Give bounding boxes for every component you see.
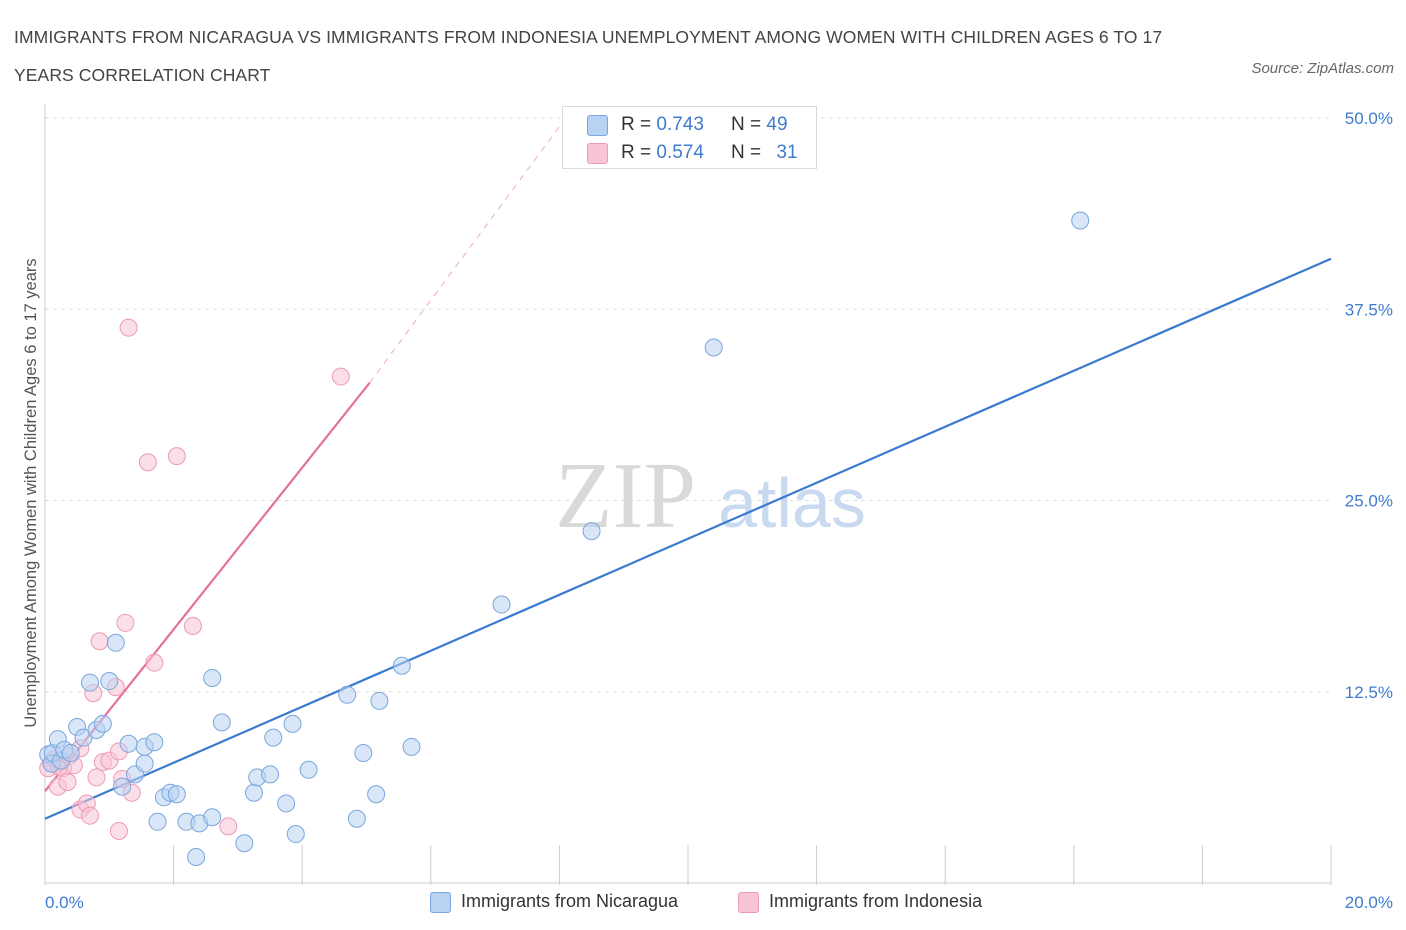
nicaragua-point [347,809,366,828]
nicaragua-point [119,734,138,753]
indonesia-point [167,447,186,466]
nicaragua-point [135,754,154,773]
indonesia-point [219,817,238,836]
indonesia-point [87,768,106,787]
y-tick-label: 50.0% [1345,109,1393,128]
legend-r-value: 0.743 [656,114,704,135]
nicaragua-point [187,847,206,866]
nicaragua-point [1071,211,1090,230]
chart-title: IMMIGRANTS FROM NICARAGUA VS IMMIGRANTS … [14,27,1163,85]
legend-row-indonesia: R = 0.574 N = 31 [563,139,816,167]
data-points [39,211,1090,866]
nicaragua-point [203,668,222,687]
y-tick-label: 12.5% [1345,683,1393,702]
nicaragua-point [264,728,283,747]
indonesia-point [119,318,138,337]
indonesia-point [145,653,164,672]
x-tick-label: 0.0% [45,893,84,912]
nicaragua-point [61,743,80,762]
grid-lines [45,117,1331,693]
watermark-zip: ZIP [555,444,696,548]
nicaragua-swatch [587,115,608,136]
nicaragua-point [392,656,411,675]
nicaragua-point [81,673,100,692]
x-tick-label: 20.0% [1345,893,1393,912]
nicaragua-point [93,714,112,733]
nicaragua-point [113,777,132,796]
legend-r-label: R = [621,142,657,163]
correlation-legend: R = 0.743 N = 49 R = 0.574 N = 31 [562,106,817,169]
nicaragua-point [167,785,186,804]
nicaragua-point [148,812,167,831]
legend-n-label: N = [731,142,767,163]
nicaragua-point [100,672,119,691]
legend-n-value: 49 [766,114,788,135]
nicaragua-point [244,783,263,802]
nicaragua-point [235,834,254,853]
nicaragua-point [582,522,601,541]
nicaragua-legend-swatch [430,892,451,913]
nicaragua-point [261,765,280,784]
axis-labels: 12.5% 25.0% 37.5% 50.0% 0.0% 20.0% Unemploymen… [22,109,1393,912]
watermark: ZIP atlas [555,444,866,548]
y-tick-label: 25.0% [1345,492,1393,511]
indonesia-point [183,616,202,635]
nicaragua-point [402,737,421,756]
legend-n-label: N = [731,114,767,135]
nicaragua-point [145,733,164,752]
indonesia-point [331,367,350,386]
nicaragua-point [367,785,386,804]
source-label: Source: ZipAtlas.com [1251,60,1394,77]
indonesia-trend-extension [369,117,567,383]
nicaragua-point [370,691,389,710]
indonesia-legend-label: Immigrants from Indonesia [769,891,983,911]
indonesia-point [90,632,109,651]
nicaragua-point [283,714,302,733]
legend-r-label: R = [621,114,657,135]
nicaragua-point [704,338,723,357]
nicaragua-point [106,633,125,652]
indonesia-point [116,613,135,632]
y-tick-label: 37.5% [1345,300,1393,319]
watermark-atlas: atlas [718,464,866,542]
indonesia-point [81,806,100,825]
nicaragua-point [299,760,318,779]
legend-n-value: 31 [776,142,798,163]
nicaragua-point [492,595,511,614]
nicaragua-point [338,685,357,704]
legend-row-nicaragua: R = 0.743 N = 49 [563,111,816,139]
nicaragua-point [277,794,296,813]
nicaragua-trend-line [44,257,1332,820]
indonesia-point [138,453,157,472]
nicaragua-point [212,713,231,732]
y-axis-label: Unemployment Among Women with Children A… [22,258,40,727]
nicaragua-point [354,743,373,762]
indonesia-legend-swatch [738,892,759,913]
legend-r-value: 0.574 [656,142,704,163]
nicaragua-point [203,808,222,827]
nicaragua-point [286,825,305,844]
nicaragua-legend-label: Immigrants from Nicaragua [461,891,679,911]
indonesia-point [109,821,128,840]
indonesia-swatch [587,143,608,164]
indonesia-point [58,773,77,792]
